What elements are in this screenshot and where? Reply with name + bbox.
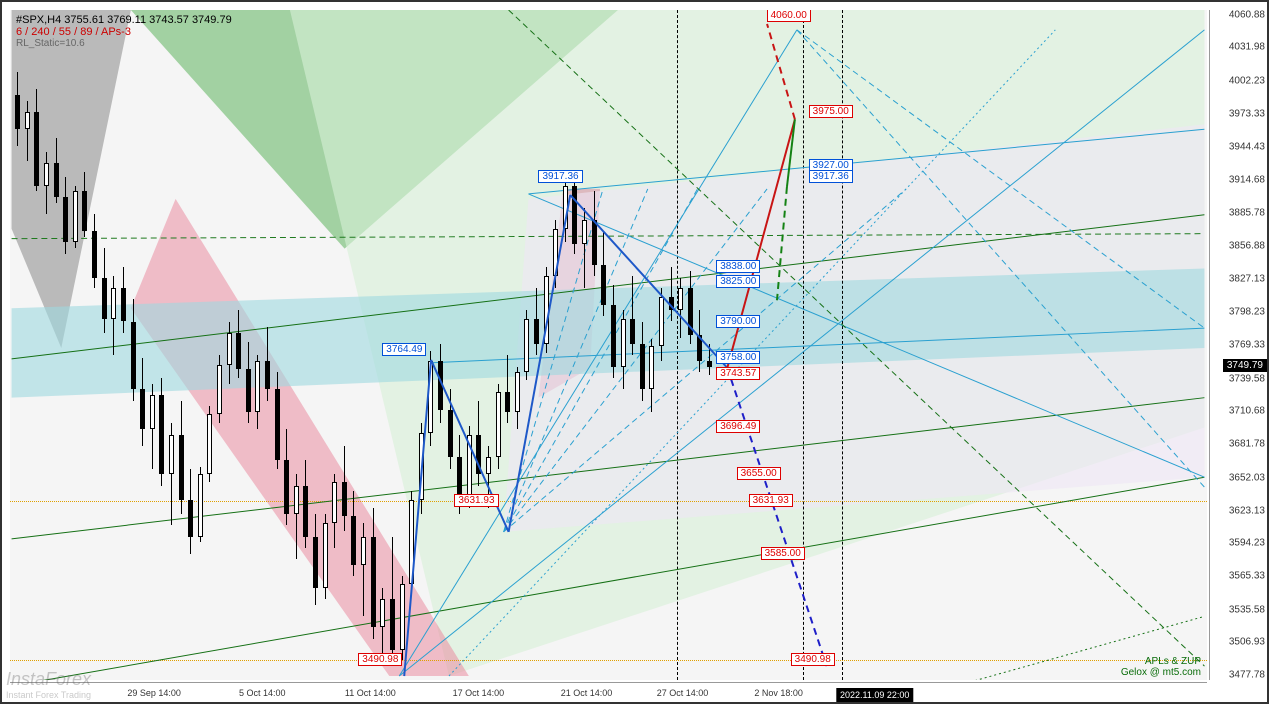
price-tick: 4060.88 [1229,9,1265,20]
indicator-line: RL_Static=10.6 [16,38,232,49]
price-label: 3917.36 [538,170,582,183]
watermark-logo: InstaForex Instant Forex Trading [6,669,91,700]
time-tick: 2 Nov 18:00 [754,688,803,698]
price-label: 3917.36 [809,170,853,183]
price-tick: 3973.33 [1229,108,1265,119]
price-tick: 3535.58 [1229,604,1265,615]
price-label: 3790.00 [716,315,760,328]
price-label: 3631.93 [749,494,793,507]
price-axis[interactable]: 4060.88 4031.98 4002.23 3973.33 3944.43 3914.… [1209,10,1267,680]
price-tick: 3652.03 [1229,472,1265,483]
price-label: 3696.49 [716,420,760,433]
time-tick: 11 Oct 14:00 [345,688,396,698]
chart-canvas[interactable]: #SPX,H4 3755.61 3769.11 3743.57 3749.79 … [10,10,1207,680]
pattern-lines [10,10,1207,680]
price-tick: 4002.23 [1229,76,1265,87]
watermark-tagline: Instant Forex Trading [6,690,91,700]
price-label: 3585.00 [761,547,805,560]
time-tick: 27 Oct 14:00 [657,688,709,698]
chart-header: #SPX,H4 3755.61 3769.11 3743.57 3749.79 … [16,14,232,49]
time-tick: 21 Oct 14:00 [561,688,613,698]
price-tick: 3565.33 [1229,571,1265,582]
price-tick: 3594.23 [1229,538,1265,549]
price-current: 3749.79 [1223,359,1267,372]
price-label: 3975.00 [809,105,853,118]
price-label: 3490.98 [358,653,402,666]
price-label: 3631.93 [454,494,498,507]
price-tick: 3739.58 [1229,373,1265,384]
price-tick: 4031.98 [1229,42,1265,53]
watermark-brand: InstaForex [6,669,91,689]
time-axis[interactable]: 29 Sep 14:00 5 Oct 14:00 11 Oct 14:00 17 Oc… [10,682,1207,702]
price-tick: 3944.43 [1229,141,1265,152]
price-label: 3825.00 [716,275,760,288]
time-tick: 29 Sep 14:00 [127,688,181,698]
price-label: 4060.00 [767,10,811,22]
price-tick: 3681.78 [1229,439,1265,450]
footer-credits: APLs & ZUP Gelox @ mt5.com [1121,656,1201,678]
price-tick: 3827.13 [1229,274,1265,285]
price-tick: 3856.88 [1229,240,1265,251]
price-tick: 3623.13 [1229,505,1265,516]
footer-line2: Gelox @ mt5.com [1121,667,1201,678]
price-label: 3838.00 [716,260,760,273]
time-tick: 17 Oct 14:00 [453,688,505,698]
price-label: 3655.00 [737,467,781,480]
symbol-line: #SPX,H4 3755.61 3769.11 3743.57 3749.79 [16,14,232,26]
time-tick: 5 Oct 14:00 [239,688,286,698]
price-label: 3743.57 [716,367,760,380]
price-tick: 3914.68 [1229,175,1265,186]
price-label: 3490.98 [791,653,835,666]
price-tick: 3798.23 [1229,307,1265,318]
price-label: 3758.00 [716,351,760,364]
price-tick: 3769.33 [1229,339,1265,350]
price-tick: 3477.78 [1229,670,1265,681]
price-tick: 3710.68 [1229,406,1265,417]
price-tick: 3885.78 [1229,208,1265,219]
time-current: 2022.11.09 22:00 [836,688,913,702]
params-line: 6 / 240 / 55 / 89 / APs-3 [16,26,232,38]
footer-line1: APLs & ZUP [1121,656,1201,667]
chart-frame: #SPX,H4 3755.61 3769.11 3743.57 3749.79 … [0,0,1269,704]
price-label: 3764.49 [382,343,426,356]
price-tick: 3506.93 [1229,637,1265,648]
